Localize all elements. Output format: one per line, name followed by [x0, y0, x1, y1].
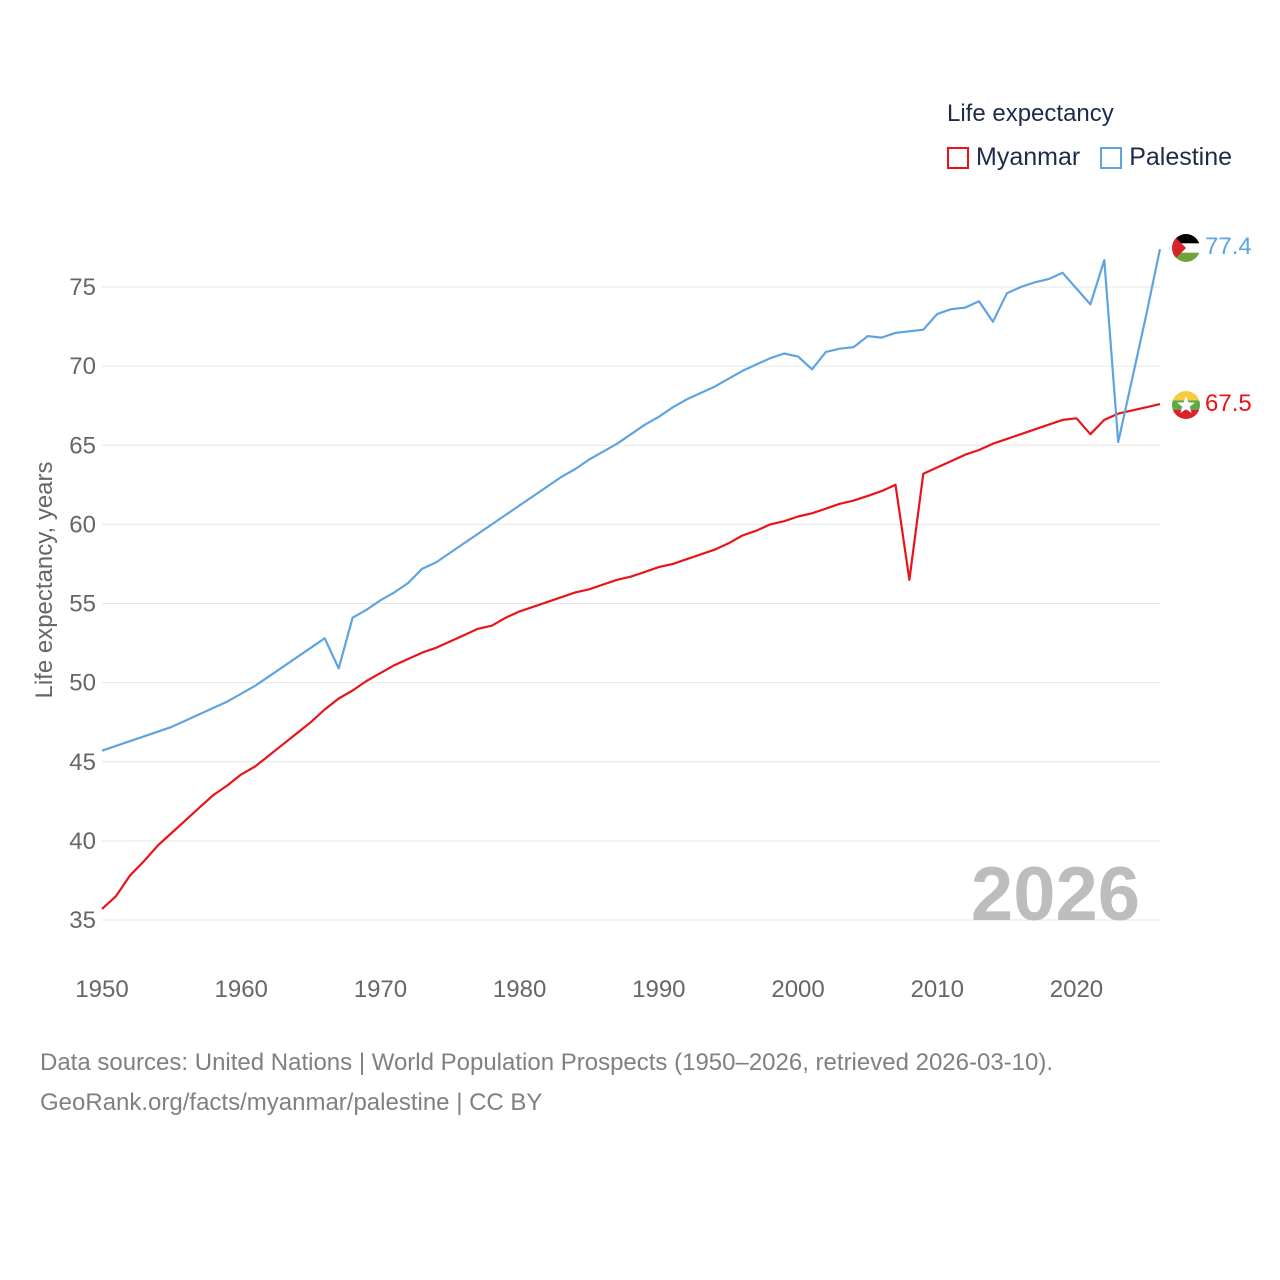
line-chart: 35 40 45 50 55 60 65 70 75 1950 1960 1970 1980 1990 2…: [31, 233, 1252, 1003]
y-tick-label: 50: [69, 670, 96, 697]
x-tick-label: 2000: [771, 976, 824, 1003]
legend-label-palestine: Palestine: [1129, 143, 1233, 171]
x-tick-label: 2020: [1050, 976, 1103, 1003]
y-tick-label: 75: [69, 274, 96, 301]
y-axis: 35 40 45 50 55 60 65 70 75: [69, 274, 96, 934]
x-tick-label: 2010: [911, 976, 964, 1003]
legend-swatch-myanmar: [947, 146, 969, 169]
palestine-flag-icon: [1172, 234, 1200, 262]
legend-label-myanmar: Myanmar: [976, 143, 1081, 171]
series-lines: [101, 248, 1162, 910]
series-line-palestine[interactable]: [101, 248, 1162, 752]
y-tick-label: 60: [69, 511, 96, 538]
source-line-2: GeoRank.org/facts/myanmar/palestine | CC…: [40, 1089, 543, 1116]
legend-swatch-palestine: [1100, 146, 1123, 169]
series-line-myanmar[interactable]: [101, 403, 1161, 910]
y-tick-label: 70: [69, 353, 96, 380]
data-source-note: Data sources: United Nations | World Pop…: [40, 1043, 1053, 1123]
legend-item-myanmar[interactable]: Myanmar: [947, 143, 1080, 172]
palestine-end-value: 77.4: [1205, 233, 1252, 260]
current-year-label: 2026: [971, 852, 1140, 937]
y-tick-label: 35: [69, 907, 96, 934]
y-tick-label: 45: [69, 749, 96, 776]
x-tick-label: 1960: [215, 976, 268, 1003]
x-tick-label: 1950: [75, 976, 128, 1003]
grid-lines: [102, 286, 1160, 921]
x-tick-label: 1980: [493, 976, 546, 1003]
legend: Myanmar Palestine: [947, 143, 1252, 172]
myanmar-end-value: 67.5: [1205, 390, 1252, 417]
x-tick-label: 1990: [632, 976, 685, 1003]
y-tick-label: 55: [69, 591, 96, 618]
source-line-1: Data sources: United Nations | World Pop…: [40, 1049, 1054, 1076]
y-tick-label: 65: [69, 432, 96, 459]
x-axis: 1950 1960 1970 1980 1990 2000 2010 2020: [75, 976, 1103, 1003]
myanmar-flag-icon: [1172, 391, 1200, 419]
y-axis-label: Life expectancy, years: [31, 461, 58, 698]
x-tick-label: 1970: [354, 976, 407, 1003]
legend-title: Life expectancy: [947, 100, 1114, 127]
legend-item-palestine[interactable]: Palestine: [1100, 143, 1232, 172]
y-tick-label: 40: [69, 828, 96, 855]
